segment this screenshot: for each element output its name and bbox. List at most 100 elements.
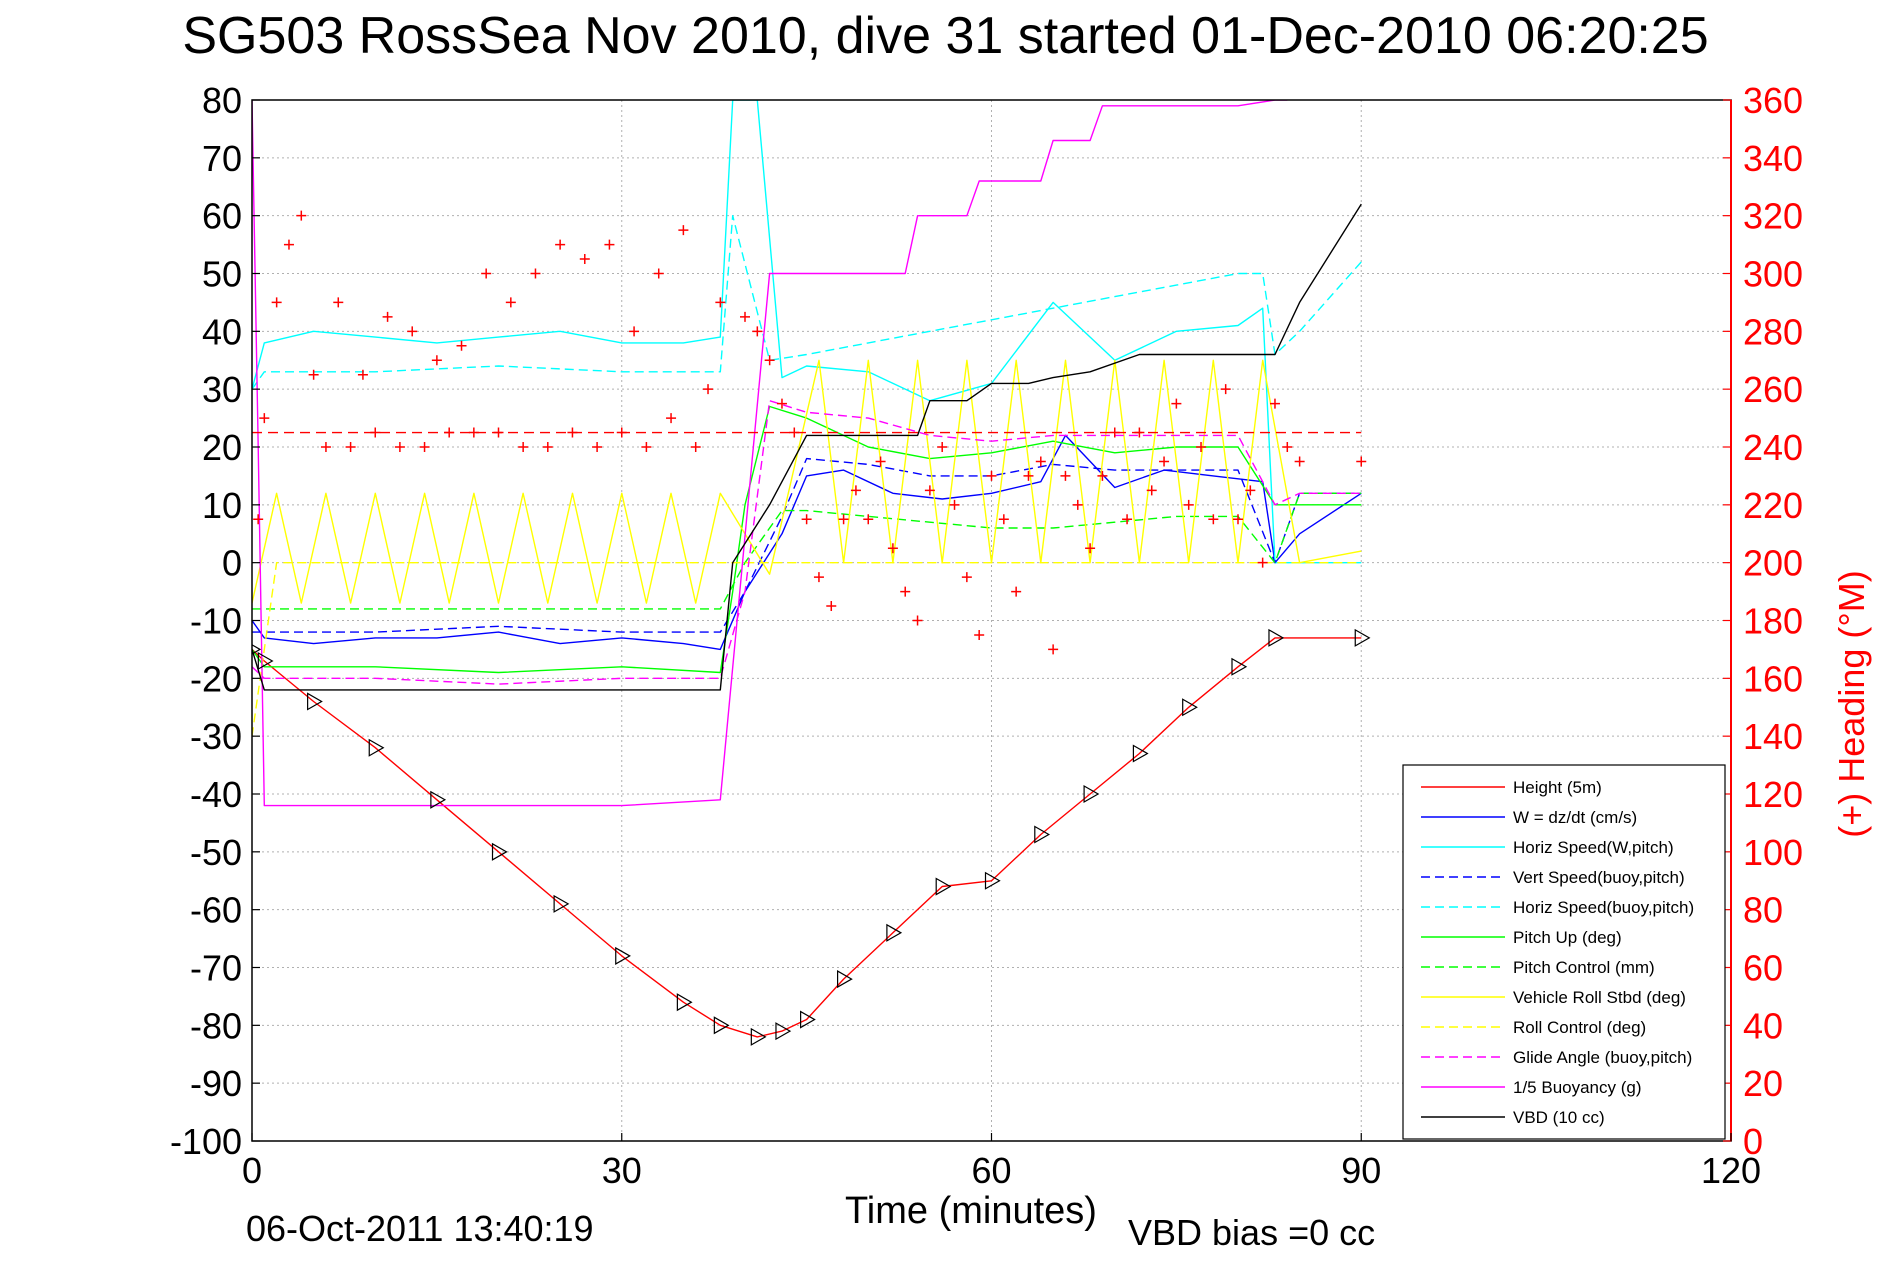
dive-track-marker	[1083, 784, 1100, 804]
chart-title: SG503 RossSea Nov 2010, dive 31 started …	[182, 7, 1709, 65]
heading-marker	[357, 369, 368, 380]
legend-label: Pitch Control (mm)	[1513, 958, 1655, 977]
dive-track-marker	[1182, 698, 1198, 717]
y-right-tick-label: 20	[1743, 1063, 1783, 1104]
heading-marker	[259, 413, 270, 424]
x-tick-label: 60	[971, 1150, 1011, 1191]
heading-marker	[776, 398, 787, 409]
dive-track-marker	[836, 970, 853, 989]
legend-label: Vehicle Roll Stbd (deg)	[1513, 988, 1686, 1007]
dive-track-marker	[1231, 657, 1248, 676]
heading-marker	[924, 485, 935, 496]
heading-marker	[1122, 514, 1133, 525]
y-tick-label: 0	[222, 543, 242, 584]
x-axis: 0 30 60 90 120	[242, 1133, 1761, 1191]
heading-marker	[370, 427, 381, 438]
heading-marker	[530, 268, 541, 279]
y-tick-label: -10	[190, 601, 242, 642]
y-right-tick-label: 40	[1743, 1005, 1783, 1046]
x-tick-label: 90	[1341, 1150, 1381, 1191]
heading-marker	[296, 210, 307, 221]
heading-marker	[1060, 470, 1071, 481]
y-tick-label: 70	[202, 138, 242, 179]
y-right-tick-label: 100	[1743, 832, 1803, 873]
heading-marker	[826, 601, 837, 612]
y-right-tick-label: 340	[1743, 138, 1803, 179]
series-line-glide-angle-buoy-pitch	[252, 400, 1362, 685]
heading-marker	[850, 485, 861, 496]
heading-marker	[1183, 499, 1194, 510]
y-tick-label: -30	[190, 716, 242, 757]
y-tick-label: 40	[202, 311, 242, 352]
legend-label: VBD (10 cc)	[1513, 1108, 1605, 1127]
heading-marker	[752, 326, 763, 337]
heading-marker	[1097, 470, 1108, 481]
dive-track-markers	[252, 628, 1371, 1046]
y-tick-label: -90	[190, 1063, 242, 1104]
heading-marker	[1159, 456, 1170, 467]
heading-marker	[345, 442, 356, 452]
series-line-vehicle-roll-stbd-deg	[252, 359, 1362, 604]
heading-marker	[1269, 398, 1280, 409]
heading-marker	[986, 470, 997, 481]
dive-track-marker	[713, 1016, 730, 1035]
y-right-tick-label: 220	[1743, 485, 1803, 526]
heading-marker	[505, 297, 516, 308]
heading-marker	[1220, 384, 1231, 395]
heading-marker	[592, 442, 603, 452]
heading-marker	[394, 442, 405, 452]
heading-marker	[740, 311, 750, 322]
heading-markers	[252, 210, 1367, 655]
heading-marker	[789, 427, 800, 438]
dive-track-marker	[257, 651, 274, 671]
y-right-tick-label: 160	[1743, 658, 1803, 699]
dive-track-marker	[491, 842, 508, 861]
y-right-tick-label: 240	[1743, 427, 1803, 468]
heading-marker	[468, 427, 479, 438]
dive-track-marker	[750, 1027, 767, 1046]
y-tick-label: -80	[190, 1005, 242, 1046]
left-y-axis: 80 70 60 50 40 30 20 10 0 -10 -20 -30 -40 -50 -60 -70 -8…	[170, 80, 260, 1162]
heading-marker	[666, 413, 677, 424]
y-tick-label: -50	[190, 832, 242, 873]
heading-marker	[641, 442, 652, 452]
heading-marker	[579, 254, 590, 265]
dive-track-marker	[252, 644, 262, 655]
series-line-w-dz-dt-cm-s	[252, 434, 1362, 651]
heading-marker	[715, 297, 726, 308]
y-tick-label: 50	[202, 254, 242, 295]
heading-marker	[937, 442, 948, 452]
heading-marker	[1048, 644, 1059, 655]
series-line-horiz-speed-w-pitch	[252, 100, 1362, 564]
legend-label: Vert Speed(buoy,pitch)	[1513, 868, 1685, 887]
heading-marker	[542, 442, 553, 452]
dive-track-marker	[1354, 628, 1371, 647]
y-right-tick-label: 300	[1743, 254, 1803, 295]
heading-marker	[283, 239, 294, 250]
legend-label: 1/5 Buoyancy (g)	[1513, 1078, 1642, 1097]
heading-marker	[690, 442, 701, 452]
heading-marker	[703, 384, 714, 395]
dive-track-marker	[430, 790, 447, 809]
right-y-axis: 3603403203002802602402202001801601401201…	[1723, 80, 1803, 1162]
heading-marker	[1035, 456, 1046, 467]
y-right-tick-label: 180	[1743, 601, 1803, 642]
heading-marker	[629, 326, 640, 337]
y-right-tick-label: 320	[1743, 196, 1803, 237]
legend-label: Horiz Speed(W,pitch)	[1513, 838, 1674, 857]
x-tick-label: 30	[602, 1150, 642, 1191]
heading-marker	[961, 572, 972, 583]
heading-marker	[1072, 499, 1083, 510]
heading-marker	[887, 543, 898, 554]
heading-marker	[1023, 470, 1034, 481]
heading-marker	[1257, 557, 1268, 568]
heading-marker	[407, 326, 418, 337]
series-line-horiz-speed-buoy-pitch	[252, 214, 1362, 390]
y-right-tick-label: 0	[1743, 1121, 1763, 1162]
dive-track-marker	[775, 1022, 792, 1041]
legend-label: Glide Angle (buoy,pitch)	[1513, 1048, 1692, 1067]
legend-label: W = dz/dt (cm/s)	[1513, 808, 1637, 827]
y-tick-label: -70	[190, 948, 242, 989]
heading-marker	[555, 239, 566, 250]
heading-marker	[308, 369, 319, 380]
